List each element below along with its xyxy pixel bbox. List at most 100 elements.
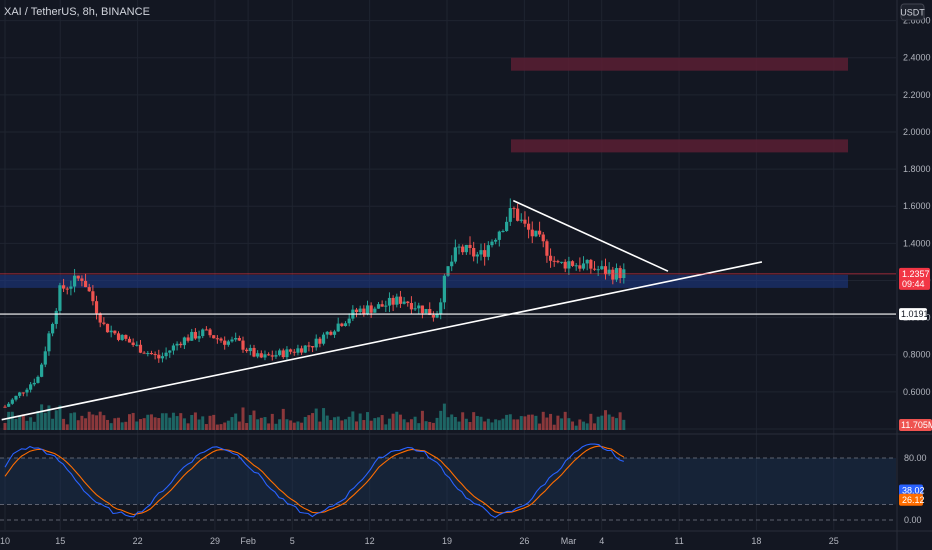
candle[interactable] bbox=[102, 317, 106, 326]
candle[interactable] bbox=[182, 336, 187, 350]
candle[interactable] bbox=[168, 350, 172, 358]
candle[interactable] bbox=[512, 206, 516, 218]
candle[interactable] bbox=[486, 241, 490, 261]
trendline[interactable] bbox=[512, 199, 669, 272]
candle[interactable] bbox=[263, 350, 267, 361]
candle[interactable] bbox=[461, 244, 465, 255]
candle[interactable] bbox=[552, 256, 556, 267]
candle[interactable] bbox=[105, 323, 110, 333]
candle[interactable] bbox=[530, 221, 534, 244]
candle[interactable] bbox=[343, 321, 348, 327]
currency-button[interactable]: USDT bbox=[900, 3, 925, 21]
candle[interactable] bbox=[541, 232, 545, 248]
candle[interactable] bbox=[292, 348, 296, 356]
candle[interactable] bbox=[365, 300, 370, 316]
candle[interactable] bbox=[391, 295, 395, 312]
candle[interactable] bbox=[299, 345, 304, 356]
candle[interactable] bbox=[65, 286, 69, 295]
candle[interactable] bbox=[201, 328, 205, 339]
candle[interactable] bbox=[223, 336, 227, 350]
candle[interactable] bbox=[336, 317, 340, 332]
candle[interactable] bbox=[61, 278, 66, 292]
candle[interactable] bbox=[76, 275, 80, 281]
candle[interactable] bbox=[472, 241, 476, 262]
candle[interactable] bbox=[523, 211, 527, 228]
candle[interactable] bbox=[175, 341, 179, 351]
candle[interactable] bbox=[164, 347, 168, 360]
candle[interactable] bbox=[537, 221, 542, 237]
candle[interactable] bbox=[376, 301, 381, 309]
candle[interactable] bbox=[318, 336, 322, 348]
candle[interactable] bbox=[124, 334, 128, 342]
price-axis[interactable]: 2.6000 2.4000 2.2000 2.0000 1.8000 1.6000 1.40… bbox=[896, 0, 932, 550]
resistance-zone[interactable] bbox=[511, 139, 848, 153]
drawing-overlays[interactable] bbox=[0, 199, 896, 421]
candle[interactable] bbox=[153, 351, 157, 360]
candle[interactable] bbox=[281, 348, 285, 359]
candle[interactable] bbox=[10, 398, 14, 405]
candle[interactable] bbox=[347, 313, 351, 327]
candle[interactable] bbox=[25, 387, 29, 397]
candle[interactable] bbox=[413, 301, 417, 312]
candle[interactable] bbox=[387, 292, 392, 313]
candle[interactable] bbox=[578, 257, 582, 272]
candle[interactable] bbox=[127, 336, 132, 343]
candle[interactable] bbox=[215, 335, 219, 344]
candle[interactable] bbox=[58, 282, 62, 315]
candle[interactable] bbox=[307, 341, 311, 352]
candle[interactable] bbox=[69, 280, 73, 296]
candle[interactable] bbox=[516, 203, 520, 222]
candle[interactable] bbox=[362, 305, 366, 317]
candle[interactable] bbox=[321, 332, 326, 346]
candle[interactable] bbox=[559, 261, 564, 264]
candle[interactable] bbox=[406, 300, 410, 307]
candle[interactable] bbox=[395, 293, 399, 308]
candle[interactable] bbox=[179, 341, 183, 348]
candle[interactable] bbox=[303, 345, 307, 354]
candle[interactable] bbox=[483, 243, 487, 266]
candle[interactable] bbox=[428, 302, 432, 316]
candle[interactable] bbox=[98, 312, 102, 328]
candle[interactable] bbox=[329, 330, 333, 336]
candle[interactable] bbox=[417, 302, 421, 315]
support-zone[interactable] bbox=[0, 274, 848, 288]
candle[interactable] bbox=[603, 258, 608, 280]
candle[interactable] bbox=[87, 283, 91, 292]
candle[interactable] bbox=[384, 300, 388, 312]
candlesticks[interactable] bbox=[3, 198, 626, 408]
candle[interactable] bbox=[479, 243, 483, 261]
candle[interactable] bbox=[439, 298, 443, 320]
candle[interactable] bbox=[567, 256, 571, 275]
candle[interactable] bbox=[369, 302, 373, 318]
candle[interactable] bbox=[409, 296, 414, 314]
candle[interactable] bbox=[574, 263, 578, 271]
candle[interactable] bbox=[113, 330, 117, 336]
candle[interactable] bbox=[43, 346, 47, 368]
candle[interactable] bbox=[274, 350, 278, 359]
candle[interactable] bbox=[548, 248, 553, 268]
candle[interactable] bbox=[131, 338, 135, 347]
candle[interactable] bbox=[259, 350, 263, 359]
candle[interactable] bbox=[267, 352, 271, 356]
candle[interactable] bbox=[190, 328, 194, 341]
candle[interactable] bbox=[278, 348, 282, 357]
candle[interactable] bbox=[234, 332, 238, 342]
candle[interactable] bbox=[91, 285, 95, 306]
candle[interactable] bbox=[18, 391, 22, 399]
candle[interactable] bbox=[51, 322, 55, 337]
candle[interactable] bbox=[497, 230, 501, 247]
candle[interactable] bbox=[36, 375, 40, 384]
candle[interactable] bbox=[398, 290, 403, 308]
candle[interactable] bbox=[446, 266, 450, 277]
candle[interactable] bbox=[248, 344, 252, 356]
candle[interactable] bbox=[380, 300, 384, 307]
candle[interactable] bbox=[54, 308, 58, 329]
candle[interactable] bbox=[332, 329, 337, 338]
candle[interactable] bbox=[420, 305, 425, 319]
candle[interactable] bbox=[519, 213, 523, 223]
candle[interactable] bbox=[314, 334, 318, 351]
candle[interactable] bbox=[14, 395, 18, 402]
candle[interactable] bbox=[135, 341, 139, 347]
candle[interactable] bbox=[171, 343, 176, 355]
